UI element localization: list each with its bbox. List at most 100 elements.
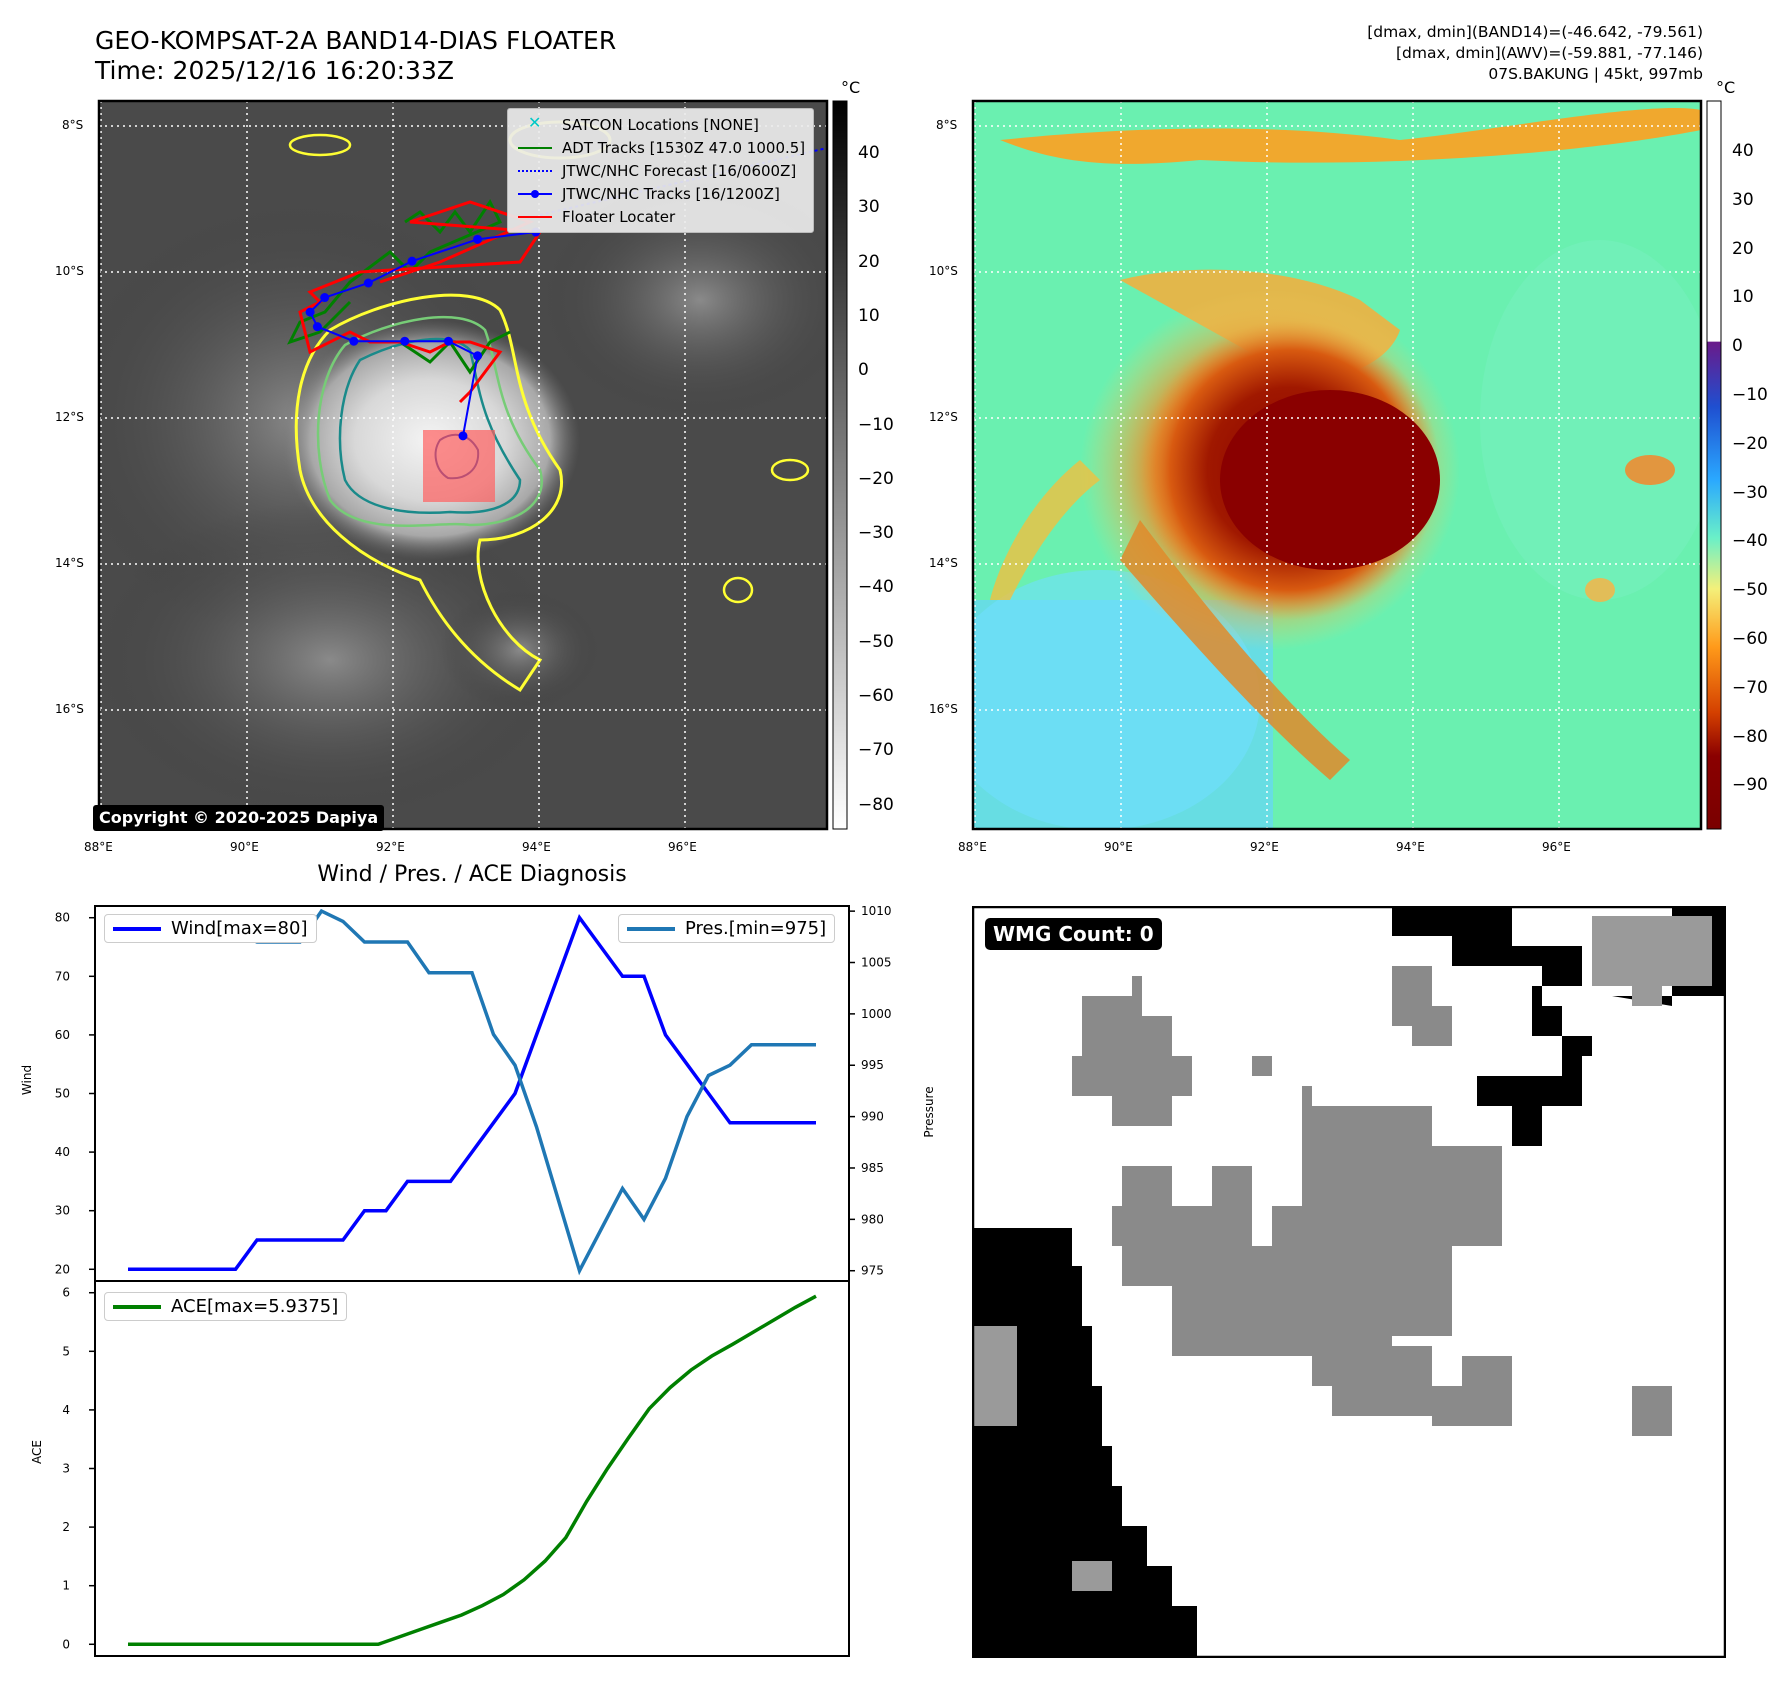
info-line-1: [dmax, dmin](BAND14)=(-46.642, -79.561): [1367, 23, 1703, 41]
dotted-line-icon: [516, 161, 554, 181]
awv-lat-label-2: 10°S: [929, 264, 958, 278]
pres-tick-label: 990: [861, 1110, 884, 1124]
info-block: [dmax, dmin](BAND14)=(-46.642, -79.561) …: [1367, 22, 1703, 85]
gray-colorbar-tick: 40: [858, 143, 880, 163]
pres-tick-label: 1000: [861, 1007, 892, 1021]
wind-legend: Wind[max=80]: [104, 914, 317, 943]
gray-colorbar-tick: −10: [858, 414, 894, 435]
ace-tick-label: 1: [62, 1579, 70, 1593]
color-colorbar: [1706, 100, 1722, 830]
legend-label-floater: Floater Locater: [562, 207, 676, 226]
gray-colorbar-unit: °C: [841, 78, 861, 97]
awv-lat-label-4: 14°S: [929, 556, 958, 570]
ace-tick-label: 3: [62, 1462, 70, 1476]
gray-colorbar-tick: −60: [858, 686, 894, 706]
legend-item-adt: ADT Tracks [1530Z 47.0 1000.5]: [516, 136, 805, 159]
color-colorbar-tick: 20: [1732, 238, 1754, 259]
wind-tick-label: 70: [55, 969, 70, 983]
lat-label-2: 10°S: [55, 264, 84, 278]
track-point: [443, 336, 453, 346]
lat-label-5: 16°S: [55, 702, 84, 716]
pres-series-line: [128, 908, 816, 1276]
wind-axis-label: Wind: [20, 1064, 34, 1096]
map-legend: ✕ SATCON Locations [NONE] ADT Tracks [15…: [507, 108, 815, 233]
wind-tick-label: 80: [55, 911, 70, 925]
color-colorbar-tick: −90: [1732, 775, 1768, 796]
gray-colorbar-tick: −80: [858, 794, 894, 815]
color-colorbar-tick: −30: [1732, 482, 1768, 503]
pres-tick-label: 980: [861, 1212, 884, 1226]
color-colorbar-tick: −80: [1732, 726, 1768, 747]
awv-lat-label-5: 16°S: [929, 702, 958, 716]
ace-axis-label: ACE: [30, 1440, 44, 1464]
lat-label-1: 8°S: [62, 118, 84, 132]
title-line-1: GEO-KOMPSAT-2A BAND14-DIAS FLOATER: [95, 26, 617, 55]
wind-legend-line: [113, 926, 161, 931]
wind-tick-label: 60: [55, 1028, 70, 1042]
pres-legend: Pres.[min=975]: [618, 914, 836, 943]
diag-chart: 2030405060708097598098599099510001005101…: [55, 904, 892, 1657]
floater-box: [423, 430, 495, 502]
pres-tick-label: 975: [861, 1264, 884, 1278]
gray-colorbar-tick: −30: [858, 523, 894, 544]
color-colorbar-tick: 40: [1732, 141, 1754, 161]
pres-tick-label: 1010: [861, 904, 892, 918]
lon-label-1: 88°E: [84, 840, 113, 854]
wind-tick-label: 30: [55, 1204, 70, 1218]
gray-colorbar-tick: 0: [858, 360, 869, 381]
gray-colorbar-tick: −70: [858, 740, 894, 761]
title-line-2: Time: 2025/12/16 16:20:33Z: [95, 56, 454, 85]
line-dot-icon: [516, 184, 554, 204]
pressure-axis-label: Pressure: [922, 1086, 936, 1138]
legend-item-floater: Floater Locater: [516, 205, 805, 228]
awv-lat-label-1: 8°S: [936, 118, 958, 132]
lon-label-2: 90°E: [230, 840, 259, 854]
color-colorbar-unit: °C: [1716, 78, 1736, 97]
ace-legend-line: [113, 1304, 161, 1309]
pres-tick-label: 995: [861, 1058, 884, 1072]
wmg-count-badge: WMG Count: 0: [985, 918, 1162, 950]
legend-item-tracks: JTWC/NHC Tracks [16/1200Z]: [516, 182, 805, 205]
track-point: [312, 322, 322, 332]
awv-lon-label-2: 90°E: [1104, 840, 1133, 854]
awv-lon-label-4: 94°E: [1396, 840, 1425, 854]
wmg-panel: [972, 906, 1726, 1658]
awv-lon-label-3: 92°E: [1250, 840, 1279, 854]
wind-tick-label: 40: [55, 1145, 70, 1159]
pres-tick-label: 985: [861, 1161, 884, 1175]
color-colorbar-tick: −20: [1732, 433, 1768, 454]
color-colorbar-tick: −50: [1732, 580, 1768, 601]
wmg-frame: [972, 906, 1726, 1658]
ir-map-panel: [97, 99, 1722, 831]
awv-map-frame: [971, 99, 1703, 831]
pres-tick-label: 1005: [861, 956, 892, 970]
wind-tick-label: 50: [55, 1087, 70, 1101]
ace-tick-label: 2: [62, 1520, 70, 1534]
ace-tick-label: 5: [62, 1344, 70, 1358]
awv-gridlines: [973, 101, 1701, 829]
main-title: GEO-KOMPSAT-2A BAND14-DIAS FLOATER Time:…: [95, 26, 616, 86]
legend-label-tracks: JTWC/NHC Tracks [16/1200Z]: [562, 184, 780, 203]
gray-colorbar-tick: −50: [858, 631, 894, 652]
gray-colorbar: [832, 100, 848, 830]
ir-map-frame: [97, 99, 829, 831]
gray-colorbar-tick: −40: [858, 577, 894, 598]
lon-label-3: 92°E: [376, 840, 405, 854]
line-icon: [516, 138, 554, 158]
color-colorbar-tick: −40: [1732, 531, 1768, 552]
color-colorbar-tick: 0: [1732, 336, 1743, 357]
legend-item-satcon: ✕ SATCON Locations [NONE]: [516, 113, 805, 136]
info-line-2: [dmax, dmin](AWV)=(-59.881, -77.146): [1396, 44, 1703, 62]
track-point: [363, 278, 373, 288]
track-point: [305, 307, 315, 317]
lon-label-4: 94°E: [522, 840, 551, 854]
ace-legend-label: ACE[max=5.9375]: [171, 1296, 339, 1317]
color-colorbar-tick: 10: [1732, 287, 1754, 308]
legend-item-forecast: JTWC/NHC Forecast [16/0600Z]: [516, 159, 805, 182]
legend-label-adt: ADT Tracks [1530Z 47.0 1000.5]: [562, 138, 806, 157]
track-point: [473, 234, 483, 244]
track-point: [400, 336, 410, 346]
track-point: [473, 351, 483, 361]
x-marker-icon: ✕: [528, 112, 542, 132]
awv-imagery: [973, 101, 1701, 829]
